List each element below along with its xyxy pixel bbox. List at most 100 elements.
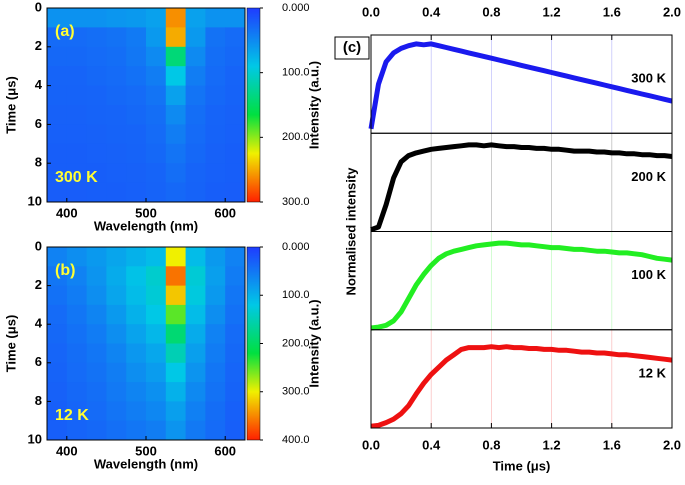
colorbar-label: Intensity (a.u.)	[306, 61, 321, 149]
heatmap-cell	[205, 420, 226, 441]
heatmap-cell	[185, 182, 206, 203]
heatmap-cell	[225, 27, 246, 48]
heatmap-cell	[126, 247, 147, 267]
heatmap-cell	[185, 163, 206, 184]
heatmap-cell	[47, 8, 68, 28]
heatmap-cell	[126, 46, 147, 67]
heatmap-cell	[146, 420, 167, 441]
x-tick-label: 600	[214, 205, 236, 220]
heatmap-cell	[146, 362, 167, 383]
heatmap-cell	[185, 105, 206, 125]
heatmap-cell	[165, 247, 187, 267]
heatmap-cell	[146, 324, 167, 344]
heatmap-cell	[47, 27, 68, 48]
heatmap-cell	[126, 143, 147, 164]
heatmap-cell	[185, 401, 206, 422]
colorbar-tick-label: 400.0	[282, 434, 310, 446]
heatmap-cell	[146, 8, 167, 28]
heatmap-cell	[86, 362, 107, 383]
heatmap-cell	[185, 304, 206, 325]
heatmap-cell	[225, 362, 246, 383]
heatmap-cell	[86, 105, 107, 125]
heatmap-cell	[126, 27, 147, 48]
heatmap-cell	[66, 105, 88, 125]
heatmap-cell	[185, 343, 206, 364]
heatmap-cell	[126, 343, 147, 364]
heatmap-cell	[225, 46, 246, 67]
x-tick-label: 0.0	[362, 437, 380, 452]
heatmap-cell	[126, 124, 147, 145]
heatmap-cell	[146, 343, 167, 364]
heatmap-cell	[66, 420, 88, 441]
y-tick-label: 4	[35, 77, 43, 92]
heatmap-cell	[165, 124, 187, 145]
heatmap-cell	[106, 124, 127, 145]
heatmap-cell	[106, 66, 127, 87]
heatmap-cell	[47, 324, 68, 344]
heatmap-cell	[106, 85, 127, 106]
heatmap-cell	[165, 27, 187, 48]
heatmap-cell	[225, 420, 246, 441]
heatmap-cell	[225, 182, 246, 203]
heatmap-cell	[165, 324, 187, 344]
heatmap-cell	[126, 382, 147, 402]
heatmap-cell	[126, 66, 147, 87]
heatmap-cell	[185, 247, 206, 267]
heatmap-cell	[165, 182, 187, 203]
heatmap-cell	[205, 304, 226, 325]
colorbar-tick-label: 100.0	[282, 289, 310, 301]
heatmap-cell	[126, 182, 147, 203]
heatmap-cell	[165, 285, 187, 306]
heatmap-cell	[205, 266, 226, 287]
heatmap-cell	[225, 401, 246, 422]
heatmap-cell	[47, 266, 68, 287]
colorbar-label: Intensity (a.u.)	[306, 299, 321, 387]
heatmap-cell	[106, 420, 127, 441]
heatmap-cell	[185, 143, 206, 164]
x-tick-label: 2.0	[663, 437, 681, 452]
series-label: 300 K	[631, 71, 666, 86]
heatmap-cell	[225, 163, 246, 184]
heatmap-cell	[126, 401, 147, 422]
line-series	[370, 142, 673, 233]
heatmap-cell	[185, 27, 206, 48]
colorbar-tick-label: 200.0	[282, 337, 310, 349]
heatmap-cell	[47, 163, 68, 184]
heatmap-cell	[165, 362, 187, 383]
heatmap-cell	[225, 85, 246, 106]
heatmap-cell	[205, 66, 226, 87]
heatmap-cell	[66, 324, 88, 344]
panel-label: (c)	[343, 39, 361, 56]
y-tick-label: 6	[35, 354, 42, 369]
heatmap-cell	[66, 382, 88, 402]
heatmap-cell	[66, 85, 88, 106]
heatmap-cell	[205, 27, 226, 48]
heatmap-cell	[185, 382, 206, 402]
heatmap-cell	[205, 247, 226, 267]
heatmap-cell	[66, 401, 88, 422]
heatmap-cell	[106, 343, 127, 364]
heatmap-cell	[205, 362, 226, 383]
x-axis-label: Wavelength (nm)	[94, 218, 198, 233]
x-tick-label-top: 0.4	[422, 4, 441, 19]
heatmap-cell	[185, 46, 206, 67]
heatmap-cell	[225, 247, 246, 267]
heatmap-cell	[146, 382, 167, 402]
x-tick-label-top: 1.6	[603, 4, 621, 19]
heatmap-cell	[86, 27, 107, 48]
line-series	[370, 344, 673, 429]
heatmap-cell	[106, 163, 127, 184]
heatmap-cell	[86, 163, 107, 184]
heatmap-cell	[106, 105, 127, 125]
y-tick-label: 10	[28, 431, 42, 446]
panel-frame	[370, 329, 673, 429]
heatmap-cell	[165, 343, 187, 364]
heatmap-cell	[146, 163, 167, 184]
heatmap-cell	[205, 8, 226, 28]
colorbar-tick-label: 200.0	[282, 131, 310, 143]
heatmap-cell	[185, 285, 206, 306]
heatmap-cell	[185, 124, 206, 145]
heatmap-cell	[66, 8, 88, 28]
y-tick-label: 2	[35, 38, 42, 53]
